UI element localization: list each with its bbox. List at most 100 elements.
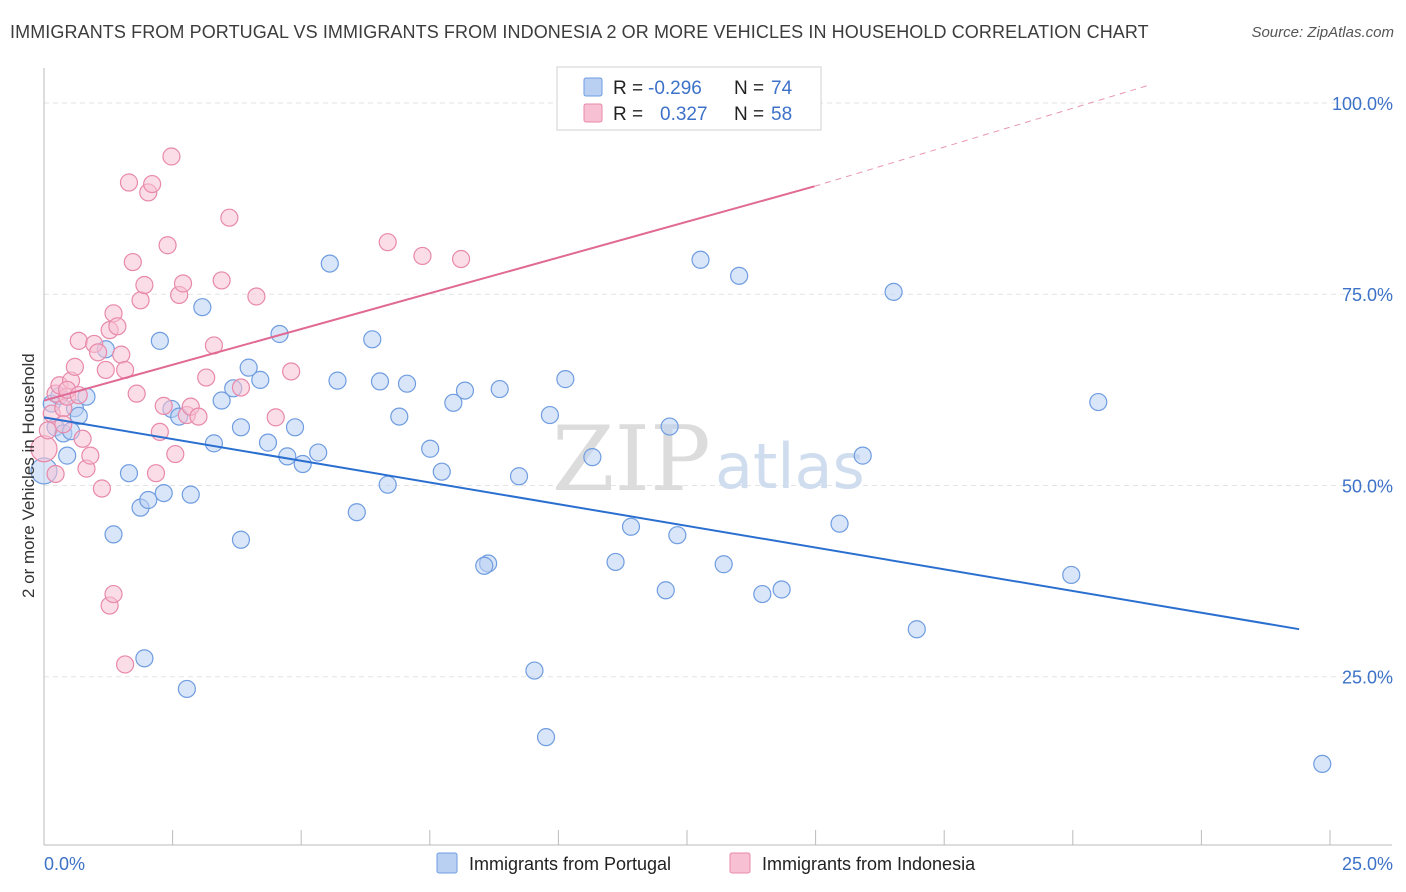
data-point-portugal [139, 490, 158, 510]
data-point-portugal [1062, 565, 1081, 585]
y-tick-labels: 25.0% 50.0% 75.0% 100.0% [1332, 94, 1393, 688]
data-point-indonesia [69, 331, 88, 350]
data-point-portugal [660, 417, 679, 436]
data-point-portugal [320, 254, 339, 273]
data-point-portugal [621, 517, 641, 536]
watermark-zip: ZIP [552, 407, 711, 512]
data-point-portugal [583, 448, 602, 467]
data-point-indonesia [131, 291, 150, 310]
data-point-portugal [444, 393, 463, 412]
data-point-portugal [309, 443, 328, 462]
data-point-portugal [1313, 754, 1332, 774]
data-point-indonesia [413, 246, 432, 266]
data-point-portugal [753, 584, 772, 604]
data-point-portugal [455, 381, 475, 400]
data-point-portugal [104, 525, 123, 544]
data-point-portugal [193, 298, 212, 317]
data-point-portugal [378, 475, 397, 494]
data-point-indonesia [96, 360, 115, 380]
data-point-portugal [231, 418, 251, 437]
data-point-indonesia [108, 317, 127, 336]
stats-legend: R = -0.296 N = 74 R = 0.327 N = 58 [556, 66, 822, 131]
data-point-portugal [730, 266, 749, 285]
legend-swatch-portugal [583, 77, 603, 97]
data-point-indonesia [135, 275, 154, 295]
trend-lines [43, 84, 1300, 631]
data-point-indonesia [119, 173, 139, 192]
trend-line-indonesia-extension [814, 84, 1149, 187]
data-point-portugal [370, 372, 390, 391]
data-point-portugal [150, 331, 169, 350]
data-point-portugal [691, 250, 710, 269]
data-point-portugal [475, 556, 494, 575]
data-point-portugal [714, 555, 733, 574]
data-point-indonesia [197, 368, 216, 387]
data-point-portugal [258, 433, 278, 452]
data-point-portugal [490, 379, 509, 399]
data-point-indonesia [212, 271, 231, 290]
chart-title: IMMIGRANTS FROM PORTUGAL VS IMMIGRANTS F… [10, 22, 1149, 42]
trend-line-portugal [43, 416, 1300, 631]
data-point-indonesia [146, 464, 166, 483]
data-point-indonesia [65, 357, 84, 376]
data-point-portugal [907, 620, 926, 639]
data-point-portugal [181, 485, 200, 504]
data-point-indonesia [247, 287, 266, 306]
data-point-portugal [285, 418, 305, 437]
data-point-indonesia [127, 384, 146, 403]
data-point-portugal [556, 370, 575, 389]
y-tick-label: 50.0% [1342, 476, 1393, 496]
data-point-portugal [239, 358, 258, 377]
watermark-atlas: atlas [715, 430, 865, 503]
y-tick-label: 75.0% [1342, 285, 1393, 305]
series-portugal-points [30, 250, 1332, 774]
data-point-portugal [668, 526, 687, 545]
data-point-indonesia [166, 444, 185, 464]
data-point-portugal [853, 446, 872, 465]
data-point-indonesia [104, 584, 123, 604]
data-point-portugal [58, 446, 77, 465]
legend-n-label: N = [734, 78, 764, 99]
data-point-portugal [293, 454, 312, 474]
y-axis-title: 2 or more Vehicles in Household [19, 353, 38, 598]
x-tick-label: 25.0% [1342, 854, 1393, 874]
legend-n-value-portugal: 74 [771, 78, 793, 99]
data-point-indonesia [54, 415, 73, 434]
bottom-legend-label-indonesia: Immigrants from Indonesia [762, 854, 976, 874]
data-point-portugal [830, 514, 849, 533]
bottom-legend-label-portugal: Immigrants from Portugal [469, 854, 671, 874]
data-point-indonesia [154, 396, 173, 415]
legend-r-value-indonesia: 0.327 [660, 104, 708, 125]
data-point-portugal [397, 374, 417, 393]
data-point-indonesia [112, 345, 131, 364]
data-point-portugal [540, 405, 560, 425]
data-point-portugal [432, 462, 451, 481]
x-tick-label: 0.0% [44, 854, 85, 874]
data-point-indonesia [220, 208, 239, 227]
data-point-indonesia [266, 408, 285, 427]
data-point-indonesia [123, 252, 142, 272]
data-point-indonesia [92, 479, 112, 498]
data-point-indonesia [115, 655, 135, 674]
data-point-portugal [509, 467, 529, 486]
data-point-indonesia [162, 147, 181, 166]
data-point-indonesia [46, 464, 65, 484]
data-point-portugal [536, 728, 556, 747]
data-point-portugal [347, 503, 366, 522]
data-point-portugal [212, 391, 231, 410]
data-point-portugal [606, 552, 625, 572]
data-point-portugal [154, 484, 173, 503]
bottom-legend-swatch-indonesia [729, 852, 751, 874]
data-point-indonesia [378, 233, 397, 252]
data-point-indonesia [88, 343, 108, 362]
data-point-portugal [525, 661, 544, 680]
series-indonesia-points [30, 147, 471, 674]
legend-r-value-portugal: -0.296 [648, 78, 702, 99]
data-point-portugal [363, 330, 382, 349]
data-point-portugal [251, 370, 270, 389]
data-point-indonesia [143, 174, 162, 194]
data-point-portugal [119, 464, 139, 483]
series-legend: Immigrants from Portugal Immigrants from… [436, 852, 976, 874]
watermark: ZIP atlas [552, 407, 865, 512]
